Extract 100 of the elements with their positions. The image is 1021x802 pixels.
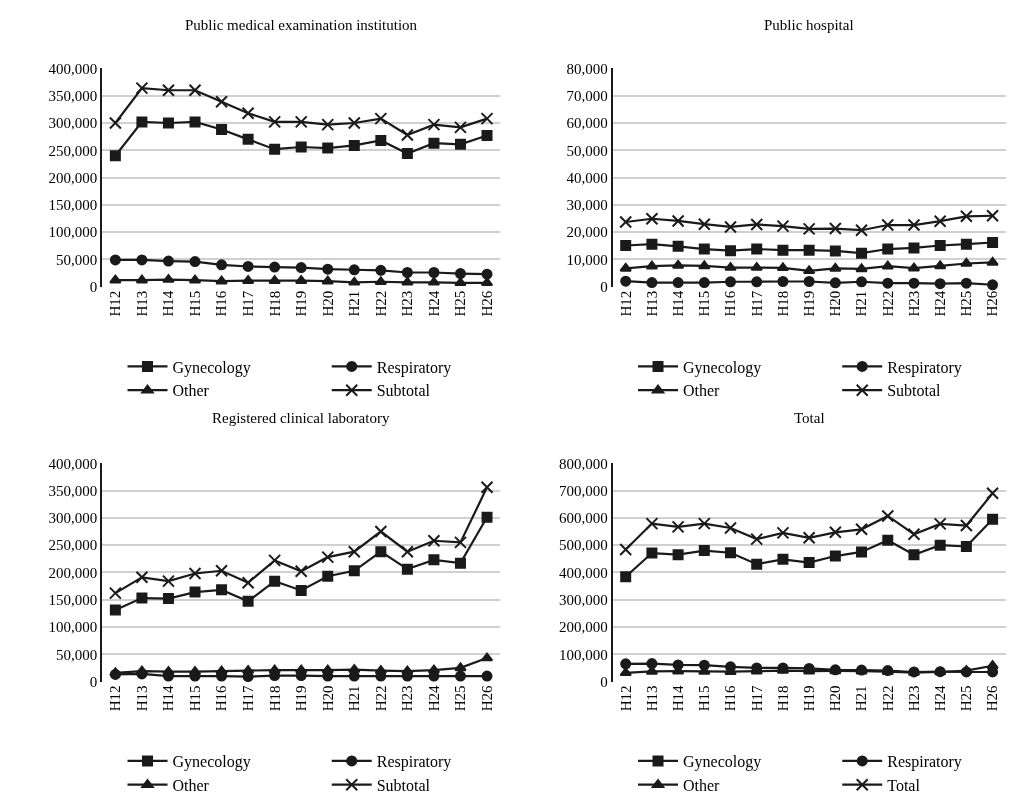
x-tick-label: H19: [801, 685, 818, 712]
legend-label: Subtotal: [376, 776, 431, 794]
x-tick-label: H22: [879, 685, 896, 712]
x-tick-label: H14: [160, 290, 177, 317]
x-tick-label: H13: [133, 685, 150, 712]
x-tick-label: H23: [399, 290, 416, 317]
legend-label: Other: [172, 382, 210, 400]
legend-label: Other: [172, 776, 210, 794]
y-tick-label: 350,000: [48, 87, 98, 104]
y-tick-label: 250,000: [48, 537, 98, 554]
x-tick-label: H13: [643, 685, 660, 712]
x-tick-label: H16: [722, 290, 739, 317]
x-tick-label: H25: [958, 685, 975, 712]
legend-label: Gynecology: [172, 753, 251, 772]
y-tick-label: 50,000: [56, 251, 98, 268]
y-tick-label: 300,000: [48, 510, 98, 527]
x-tick-label: H26: [984, 685, 1001, 712]
x-tick-label: H21: [853, 685, 870, 712]
chart-title: Registered clinical laboratory: [212, 410, 390, 426]
y-tick-label: 150,000: [48, 197, 98, 214]
x-tick-label: H16: [722, 685, 739, 712]
x-tick-label: H26: [478, 290, 495, 317]
x-tick-label: H20: [319, 685, 336, 712]
y-tick-label: 10,000: [566, 251, 608, 268]
y-tick-label: 400,000: [559, 564, 608, 581]
y-tick-label: 700,000: [559, 482, 608, 499]
legend-label: Gynecology: [683, 753, 762, 772]
x-tick-label: H24: [425, 685, 442, 712]
x-tick-label: H20: [319, 290, 336, 317]
x-tick-label: H18: [266, 685, 283, 712]
x-tick-label: H17: [239, 685, 256, 712]
legend-label: Subtotal: [376, 382, 431, 400]
x-tick-label: H15: [186, 685, 203, 712]
y-tick-label: 50,000: [56, 646, 98, 663]
x-tick-label: H18: [266, 290, 283, 317]
y-tick-label: 300,000: [48, 115, 98, 132]
y-tick-label: 0: [89, 673, 98, 690]
x-tick-label: H24: [932, 685, 949, 712]
x-tick-label: H21: [346, 290, 363, 317]
legend-label: Subtotal: [887, 382, 942, 400]
x-tick-label: H16: [213, 685, 230, 712]
x-tick-label: H12: [617, 685, 634, 712]
y-tick-label: 20,000: [566, 224, 608, 241]
y-tick-label: 200,000: [48, 169, 98, 186]
x-tick-label: H26: [478, 685, 495, 712]
legend-label: Other: [683, 776, 721, 794]
y-tick-label: 600,000: [559, 510, 608, 527]
y-tick-label: 50,000: [566, 142, 608, 159]
y-tick-label: 500,000: [559, 537, 608, 554]
x-tick-label: H22: [372, 685, 389, 712]
x-tick-label: H17: [239, 290, 256, 317]
y-tick-label: 100,000: [559, 646, 608, 663]
y-tick-label: 150,000: [48, 591, 98, 608]
x-tick-label: H24: [932, 290, 949, 317]
y-tick-label: 60,000: [566, 115, 608, 132]
x-tick-label: H16: [213, 290, 230, 317]
x-tick-label: H13: [133, 290, 150, 317]
x-tick-label: H14: [160, 685, 177, 712]
x-tick-label: H18: [774, 685, 791, 712]
x-tick-label: H12: [107, 290, 124, 317]
y-tick-label: 350,000: [48, 482, 98, 499]
x-tick-label: H21: [346, 685, 363, 712]
y-tick-label: 400,000: [48, 60, 98, 77]
x-tick-label: H15: [696, 685, 713, 712]
x-tick-label: H25: [452, 685, 469, 712]
x-tick-label: H25: [452, 290, 469, 317]
y-tick-label: 70,000: [566, 87, 608, 104]
x-tick-label: H23: [905, 290, 922, 317]
y-tick-label: 400,000: [48, 455, 98, 472]
y-tick-label: 250,000: [48, 142, 98, 159]
chart-title: Total: [794, 410, 825, 426]
y-tick-label: 30,000: [566, 197, 608, 214]
x-tick-label: H20: [827, 685, 844, 712]
x-tick-label: H22: [372, 290, 389, 317]
x-tick-label: H25: [958, 290, 975, 317]
y-tick-label: 40,000: [566, 169, 608, 186]
legend-label: Respiratory: [376, 753, 452, 772]
y-tick-label: 300,000: [559, 591, 608, 608]
y-tick-label: 200,000: [559, 619, 608, 636]
y-tick-label: 0: [600, 278, 608, 295]
x-tick-label: H23: [905, 685, 922, 712]
y-tick-label: 80,000: [566, 60, 608, 77]
y-tick-label: 0: [89, 278, 98, 295]
x-tick-label: H14: [669, 685, 686, 712]
x-tick-label: H14: [669, 290, 686, 317]
legend-label: Total: [887, 776, 921, 794]
chart-title: Public hospital: [764, 17, 854, 33]
y-tick-label: 0: [600, 673, 608, 690]
y-tick-label: 100,000: [48, 619, 98, 636]
x-tick-label: H19: [801, 290, 818, 317]
y-tick-label: 800,000: [559, 455, 608, 472]
y-tick-label: 100,000: [48, 224, 98, 241]
x-tick-label: H12: [107, 685, 124, 712]
x-tick-label: H13: [643, 290, 660, 317]
y-tick-label: 200,000: [48, 564, 98, 581]
legend-label: Other: [683, 382, 721, 400]
x-tick-label: H23: [399, 685, 416, 712]
x-tick-label: H19: [293, 290, 310, 317]
x-tick-label: H22: [879, 290, 896, 317]
legend-label: Respiratory: [376, 358, 452, 377]
